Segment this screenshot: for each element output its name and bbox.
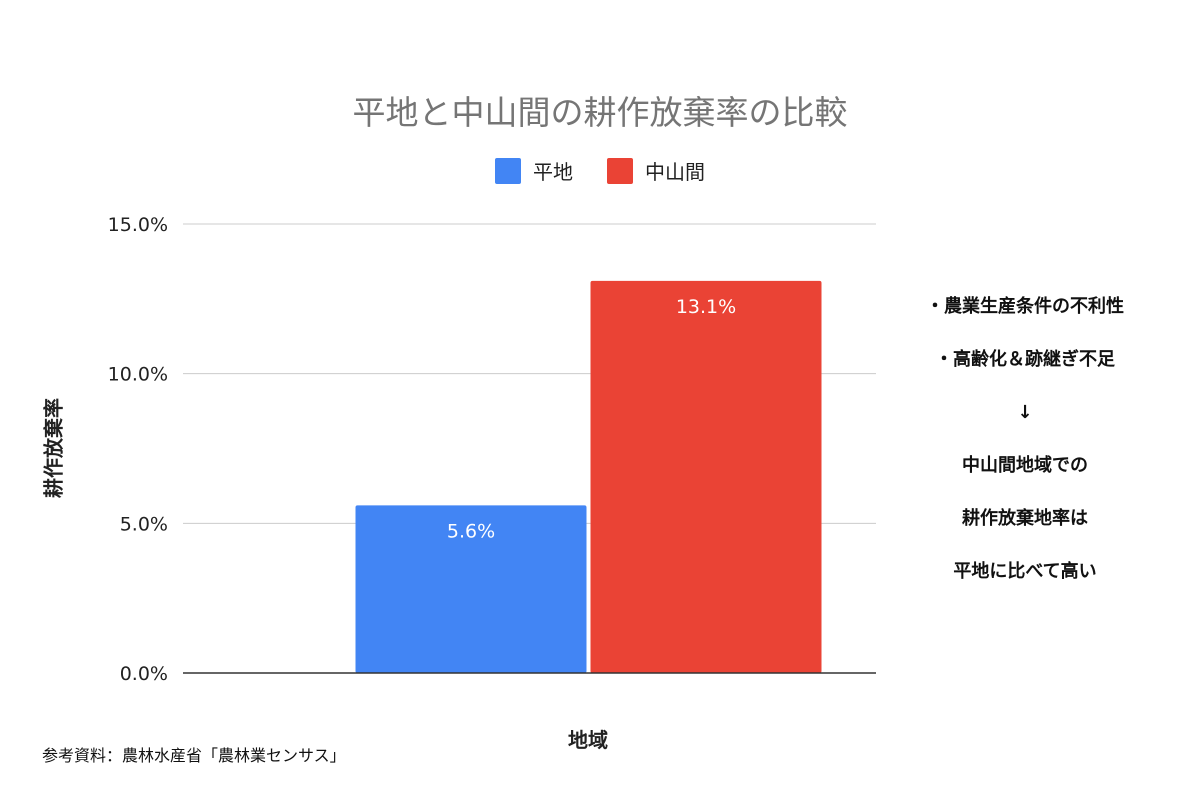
source-note: 参考資料：農林水産省「農林業センサス」 [42,746,346,765]
legend-label-heichi: 平地 [533,160,573,184]
annotation-arrow: ↓ [1017,402,1033,423]
legend-swatch-chusankan [607,157,633,184]
y-axis-label: 耕作放棄率 [41,398,66,498]
bar-1 [590,280,822,673]
y-tick-label: 10.0% [108,364,168,386]
legend-label-chusankan: 中山間 [645,160,705,184]
x-axis-label: 地域 [568,728,608,752]
annotation-box: ・農業生産条件の不利性 ・高齢化＆跡継ぎ不足 ↓ 中山間地域での 耕作放棄地率は… [890,292,1160,610]
annotation-line: ・農業生産条件の不利性 [926,296,1124,317]
legend-item-heichi: 平地 [495,156,573,185]
chart-legend: 平地 中山間 [0,156,1200,185]
y-tick-label: 15.0% [108,214,168,236]
y-tick-label: 0.0% [120,663,168,685]
annotation-line: 耕作放棄地率は [962,508,1088,529]
bar-data-label: 5.6% [447,520,495,542]
annotation-line: 平地に比べて高い [953,561,1097,582]
legend-item-chusankan: 中山間 [607,156,705,185]
legend-swatch-heichi [495,157,521,184]
annotation-line: 中山間地域での [962,455,1088,476]
y-tick-label: 5.0% [120,513,168,535]
bar-0 [355,505,587,673]
bar-data-label: 13.1% [676,296,736,318]
chart-title: 平地と中山間の耕作放棄率の比較 [352,93,848,132]
annotation-line: ・高齢化＆跡継ぎ不足 [935,349,1115,370]
